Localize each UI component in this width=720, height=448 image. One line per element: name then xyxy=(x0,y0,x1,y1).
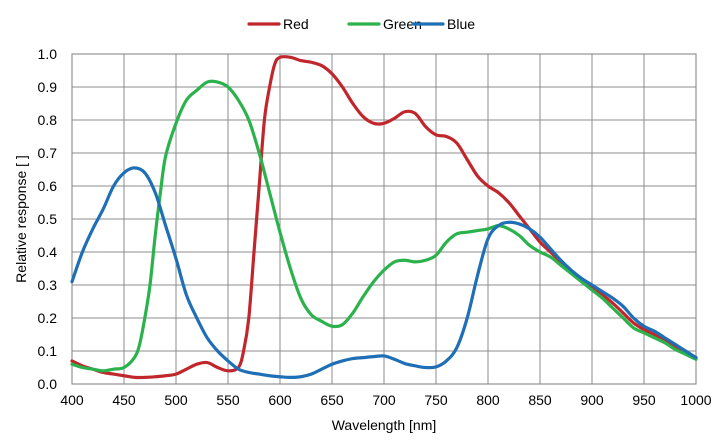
series-line-blue xyxy=(70,166,698,379)
plot-frame xyxy=(71,53,697,385)
legend-label-blue: Blue xyxy=(447,16,475,32)
legend-label-green: Green xyxy=(383,16,422,32)
x-tick-label: 750 xyxy=(424,392,448,408)
x-tick-label: 950 xyxy=(632,392,656,408)
x-tick-label: 700 xyxy=(372,392,396,408)
y-tick-label: 0.3 xyxy=(38,277,58,293)
y-tick-label: 0.9 xyxy=(38,79,58,95)
x-tick-label: 800 xyxy=(476,392,500,408)
y-tick-label: 0.1 xyxy=(38,343,58,359)
x-tick-label: 500 xyxy=(164,392,188,408)
y-tick-label: 1.0 xyxy=(38,46,58,62)
y-tick-label: 0.6 xyxy=(38,178,58,194)
x-tick-label: 450 xyxy=(112,392,136,408)
y-tick-label: 0.2 xyxy=(38,310,58,326)
y-tick-label: 0.0 xyxy=(38,376,58,392)
y-tick-label: 0.7 xyxy=(38,145,58,161)
x-tick-label: 900 xyxy=(580,392,604,408)
x-axis-title: Wavelength [nm] xyxy=(332,417,437,433)
x-tick-label: 650 xyxy=(320,392,344,408)
x-tick-label: 550 xyxy=(216,392,240,408)
y-tick-label: 0.4 xyxy=(38,244,58,260)
x-tick-label: 850 xyxy=(528,392,552,408)
x-axis-tick-labels: 400 450 500 550 600 650 700 750 800 850 900 950 1000 xyxy=(60,392,711,408)
y-axis-title: Relative response [ ] xyxy=(13,155,29,283)
legend-label-red: Red xyxy=(283,16,309,32)
y-tick-label: 0.8 xyxy=(38,112,58,128)
plot-area xyxy=(70,53,698,385)
x-tick-label: 400 xyxy=(60,392,84,408)
y-axis-tick-labels: 0.0 0.1 0.2 0.3 0.4 0.5 0.6 0.7 0.8 0.9 1.0 xyxy=(38,46,58,392)
y-tick-label: 0.5 xyxy=(38,211,58,227)
x-tick-label: 600 xyxy=(268,392,292,408)
series-line-green xyxy=(70,79,698,373)
series-lines xyxy=(70,55,698,380)
x-tick-label: 1000 xyxy=(680,392,711,408)
legend: Red Green Blue xyxy=(247,16,475,32)
